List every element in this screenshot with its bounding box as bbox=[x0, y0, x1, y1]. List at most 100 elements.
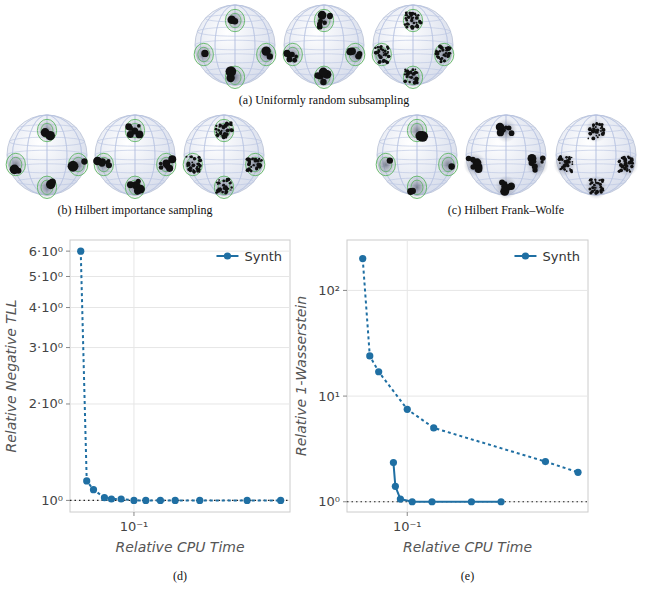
data-point bbox=[196, 497, 203, 504]
coreset-point bbox=[591, 136, 595, 140]
data-point bbox=[77, 248, 84, 255]
coreset-point bbox=[506, 126, 511, 131]
meridian bbox=[561, 115, 630, 195]
coreset-point bbox=[166, 165, 173, 172]
coreset-point bbox=[45, 131, 55, 141]
coreset-point bbox=[227, 16, 236, 25]
coreset-point bbox=[419, 21, 423, 25]
tick-label: 5·10⁰ bbox=[29, 269, 63, 284]
coreset-point bbox=[384, 53, 386, 55]
coreset-point bbox=[198, 164, 202, 168]
coreset-point bbox=[600, 130, 602, 132]
density-blob bbox=[313, 65, 335, 89]
axis-title: Relative Negative TLL bbox=[3, 300, 19, 453]
tick-mark bbox=[66, 403, 70, 404]
data-point bbox=[428, 498, 435, 505]
density-blob bbox=[193, 43, 215, 67]
density-blob bbox=[402, 65, 424, 89]
coreset-point bbox=[218, 181, 220, 183]
coreset-point bbox=[587, 138, 589, 140]
coreset-point bbox=[260, 160, 262, 162]
coreset-point bbox=[262, 46, 271, 55]
coreset-point bbox=[589, 179, 592, 182]
contour bbox=[157, 153, 176, 175]
grid-line bbox=[70, 403, 290, 404]
coreset-point bbox=[196, 169, 200, 173]
coreset-point bbox=[497, 129, 504, 136]
coreset-point bbox=[215, 131, 217, 133]
tick-mark bbox=[343, 396, 347, 397]
coreset-point bbox=[406, 75, 409, 78]
coreset-point bbox=[217, 187, 219, 189]
panel-caption: (b) Hilbert importance sampling bbox=[58, 203, 213, 217]
coreset-point bbox=[561, 158, 564, 161]
coreset-point bbox=[588, 188, 591, 191]
coreset-point bbox=[623, 159, 627, 163]
data-point bbox=[574, 469, 581, 476]
coreset-point bbox=[540, 160, 543, 163]
coreset-point bbox=[159, 165, 164, 170]
coreset-point bbox=[98, 160, 105, 167]
coreset-point bbox=[222, 180, 225, 183]
data-point bbox=[390, 459, 397, 466]
sphere bbox=[282, 5, 367, 89]
coreset-point bbox=[417, 14, 419, 16]
coreset-point bbox=[222, 185, 224, 187]
coreset-point bbox=[201, 50, 208, 57]
meridian bbox=[115, 115, 155, 195]
coreset-point bbox=[568, 158, 570, 160]
coreset-point bbox=[593, 128, 596, 131]
coreset-point bbox=[593, 184, 595, 186]
density-blob bbox=[255, 43, 277, 67]
contour bbox=[314, 9, 333, 31]
coreset-point bbox=[595, 190, 599, 194]
coreset-point bbox=[225, 122, 229, 126]
contour bbox=[214, 119, 233, 141]
contour bbox=[194, 43, 213, 65]
data-area bbox=[347, 255, 588, 505]
coreset-point bbox=[598, 134, 600, 136]
coreset-point bbox=[435, 52, 438, 55]
coreset-point bbox=[294, 55, 298, 59]
coreset-point bbox=[225, 134, 228, 137]
coreset-point bbox=[597, 136, 599, 138]
coreset-point bbox=[134, 183, 138, 187]
coreset-point bbox=[187, 168, 190, 171]
coreset-point bbox=[475, 165, 483, 173]
meridian bbox=[27, 115, 67, 195]
coreset-point bbox=[410, 14, 413, 17]
contour bbox=[403, 66, 422, 88]
coreset-point bbox=[595, 122, 598, 125]
chart: 10⁰2·10⁰3·10⁰4·10⁰5·10⁰6·10⁰10⁻¹Relative… bbox=[3, 240, 290, 583]
coreset-point bbox=[387, 51, 389, 53]
coreset-point bbox=[594, 179, 596, 181]
coreset-point bbox=[599, 186, 602, 189]
density-blob bbox=[402, 9, 424, 33]
coreset-point bbox=[134, 187, 141, 194]
coreset-point bbox=[570, 171, 573, 174]
legend: Synth bbox=[514, 249, 580, 264]
contour bbox=[246, 153, 265, 175]
coreset-point bbox=[568, 161, 571, 164]
coreset-point bbox=[449, 52, 452, 55]
coreset-point bbox=[415, 78, 417, 80]
meridian bbox=[393, 5, 433, 85]
contour bbox=[442, 157, 454, 171]
density-blob bbox=[36, 175, 58, 199]
legend: Synth bbox=[216, 249, 282, 264]
coreset-point bbox=[570, 169, 573, 172]
coreset-point bbox=[107, 159, 111, 163]
axis-title: Relative CPU Time bbox=[403, 539, 532, 555]
coreset-point bbox=[216, 133, 220, 137]
sphere bbox=[371, 5, 456, 89]
sphere bbox=[464, 115, 549, 199]
coreset-point bbox=[621, 157, 623, 159]
contour bbox=[6, 153, 25, 175]
coreset-point bbox=[223, 126, 225, 128]
coreset-point bbox=[571, 157, 573, 159]
data-point bbox=[430, 424, 437, 431]
meridian bbox=[100, 115, 169, 195]
coreset-point bbox=[254, 158, 258, 162]
data-point bbox=[244, 497, 251, 504]
coreset-point bbox=[226, 128, 230, 132]
